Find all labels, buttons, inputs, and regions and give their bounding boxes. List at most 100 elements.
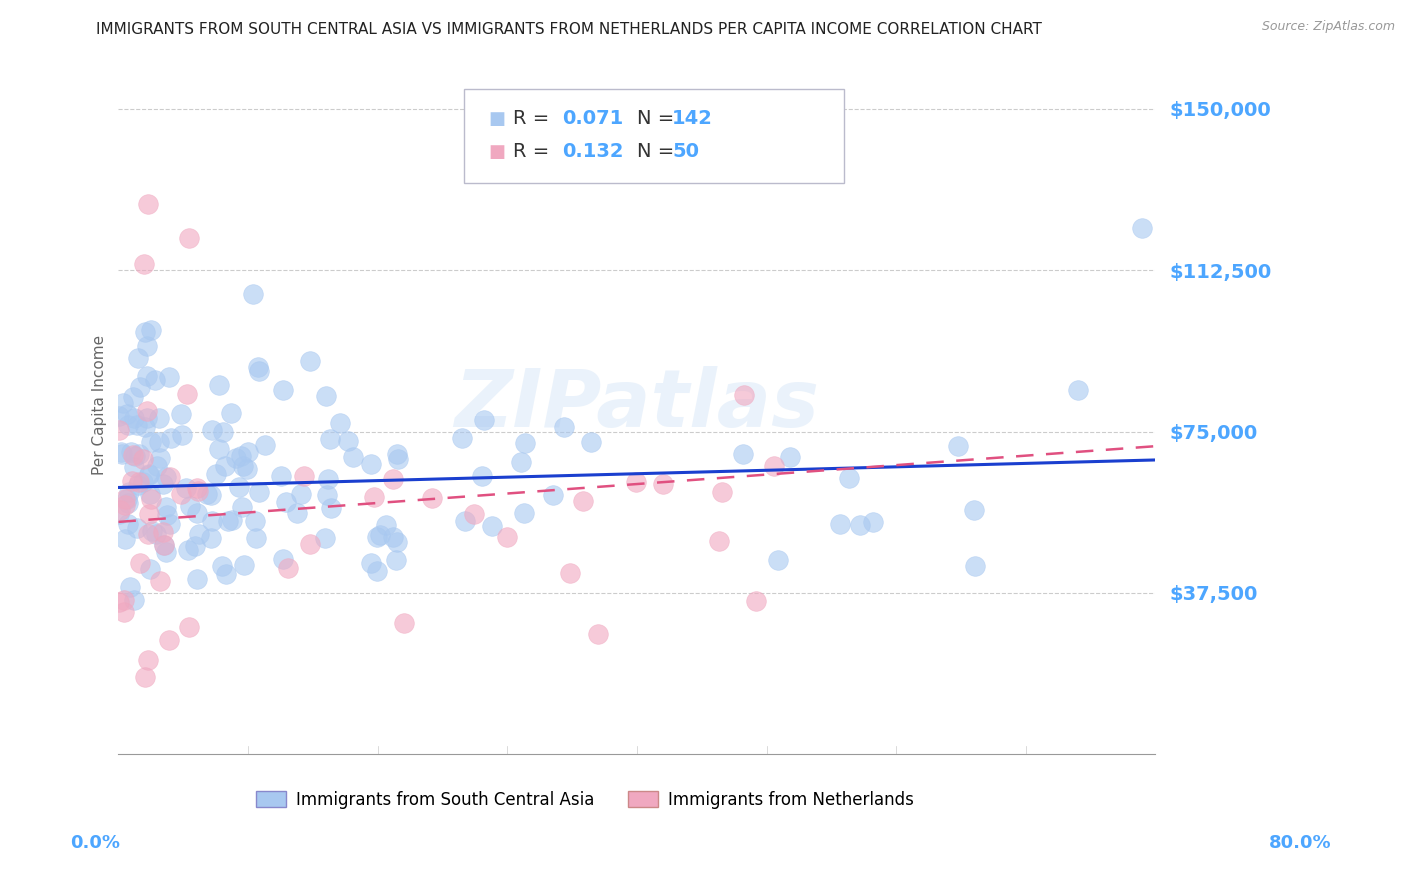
Point xyxy=(374,518,396,533)
Point xyxy=(127,351,149,366)
Point xyxy=(360,556,382,570)
Point xyxy=(143,373,166,387)
Point xyxy=(387,535,409,549)
Point xyxy=(208,378,231,392)
Text: ZIPatlas: ZIPatlas xyxy=(454,366,820,443)
Point xyxy=(179,231,201,245)
Point xyxy=(271,551,294,566)
Point xyxy=(277,561,299,575)
Point xyxy=(122,390,145,404)
Point xyxy=(245,531,267,545)
Point xyxy=(838,471,860,485)
Point xyxy=(271,383,294,397)
Point xyxy=(205,467,228,482)
Point xyxy=(138,467,160,482)
Point xyxy=(471,469,494,483)
Point xyxy=(274,494,297,508)
Point xyxy=(381,472,404,486)
Point xyxy=(231,500,253,514)
Point xyxy=(766,553,789,567)
Point xyxy=(779,450,801,464)
Point xyxy=(125,417,148,432)
Point xyxy=(420,491,443,506)
Point xyxy=(707,533,730,548)
Point xyxy=(138,508,160,522)
Point xyxy=(711,484,734,499)
Point xyxy=(152,525,174,540)
Point xyxy=(111,447,134,461)
Text: 142: 142 xyxy=(672,109,713,128)
Point xyxy=(179,499,201,513)
Point xyxy=(149,450,172,465)
Point xyxy=(127,478,149,492)
Point xyxy=(962,503,984,517)
Point xyxy=(201,514,224,528)
Point xyxy=(108,409,131,424)
Point xyxy=(138,196,160,211)
Point xyxy=(217,514,239,528)
Legend: Immigrants from South Central Asia, Immigrants from Netherlands: Immigrants from South Central Asia, Immi… xyxy=(250,784,921,816)
Point xyxy=(177,543,200,558)
Point xyxy=(170,408,193,422)
Point xyxy=(138,467,160,481)
Point xyxy=(152,538,174,552)
Point xyxy=(513,436,536,450)
Point xyxy=(135,411,157,425)
Point xyxy=(385,553,408,567)
Point xyxy=(219,407,242,421)
Text: ■: ■ xyxy=(488,110,505,128)
Point xyxy=(155,545,177,559)
Point xyxy=(247,359,270,374)
Point xyxy=(159,516,181,531)
Point xyxy=(134,325,156,339)
Point xyxy=(319,500,342,515)
Point xyxy=(734,387,756,401)
Point xyxy=(138,562,160,576)
Point xyxy=(122,459,145,474)
Point xyxy=(112,605,135,619)
Point xyxy=(156,508,179,522)
Point xyxy=(745,594,768,608)
Point xyxy=(118,484,141,499)
Point xyxy=(225,451,247,466)
Point xyxy=(159,431,181,445)
Point xyxy=(114,532,136,546)
Point xyxy=(208,442,231,457)
Point xyxy=(285,506,308,520)
Point xyxy=(233,558,256,573)
Point xyxy=(120,580,142,594)
Point xyxy=(1066,383,1088,397)
Point xyxy=(115,407,138,421)
Point xyxy=(111,396,134,410)
Point xyxy=(450,431,472,445)
Point xyxy=(107,508,129,522)
Text: 0.071: 0.071 xyxy=(562,109,624,128)
Point xyxy=(541,487,564,501)
Point xyxy=(342,450,364,464)
Text: ■: ■ xyxy=(488,143,505,161)
Point xyxy=(368,528,391,542)
Point xyxy=(572,493,595,508)
Point xyxy=(360,457,382,471)
Point xyxy=(114,498,136,512)
Point xyxy=(316,471,339,485)
Point xyxy=(454,514,477,528)
Point xyxy=(315,487,337,501)
Point xyxy=(157,370,180,384)
Point xyxy=(186,572,208,586)
Point xyxy=(762,458,785,473)
Point xyxy=(253,438,276,452)
Point xyxy=(115,491,138,506)
Point xyxy=(232,458,254,473)
Point xyxy=(107,595,129,609)
Point xyxy=(946,439,969,453)
Point xyxy=(176,386,198,401)
Point xyxy=(472,413,495,427)
Point xyxy=(329,416,352,430)
Point xyxy=(149,574,172,589)
Point xyxy=(862,515,884,529)
Point xyxy=(124,449,146,463)
Point xyxy=(319,432,342,446)
Text: Source: ZipAtlas.com: Source: ZipAtlas.com xyxy=(1261,20,1395,33)
Point xyxy=(157,633,180,648)
